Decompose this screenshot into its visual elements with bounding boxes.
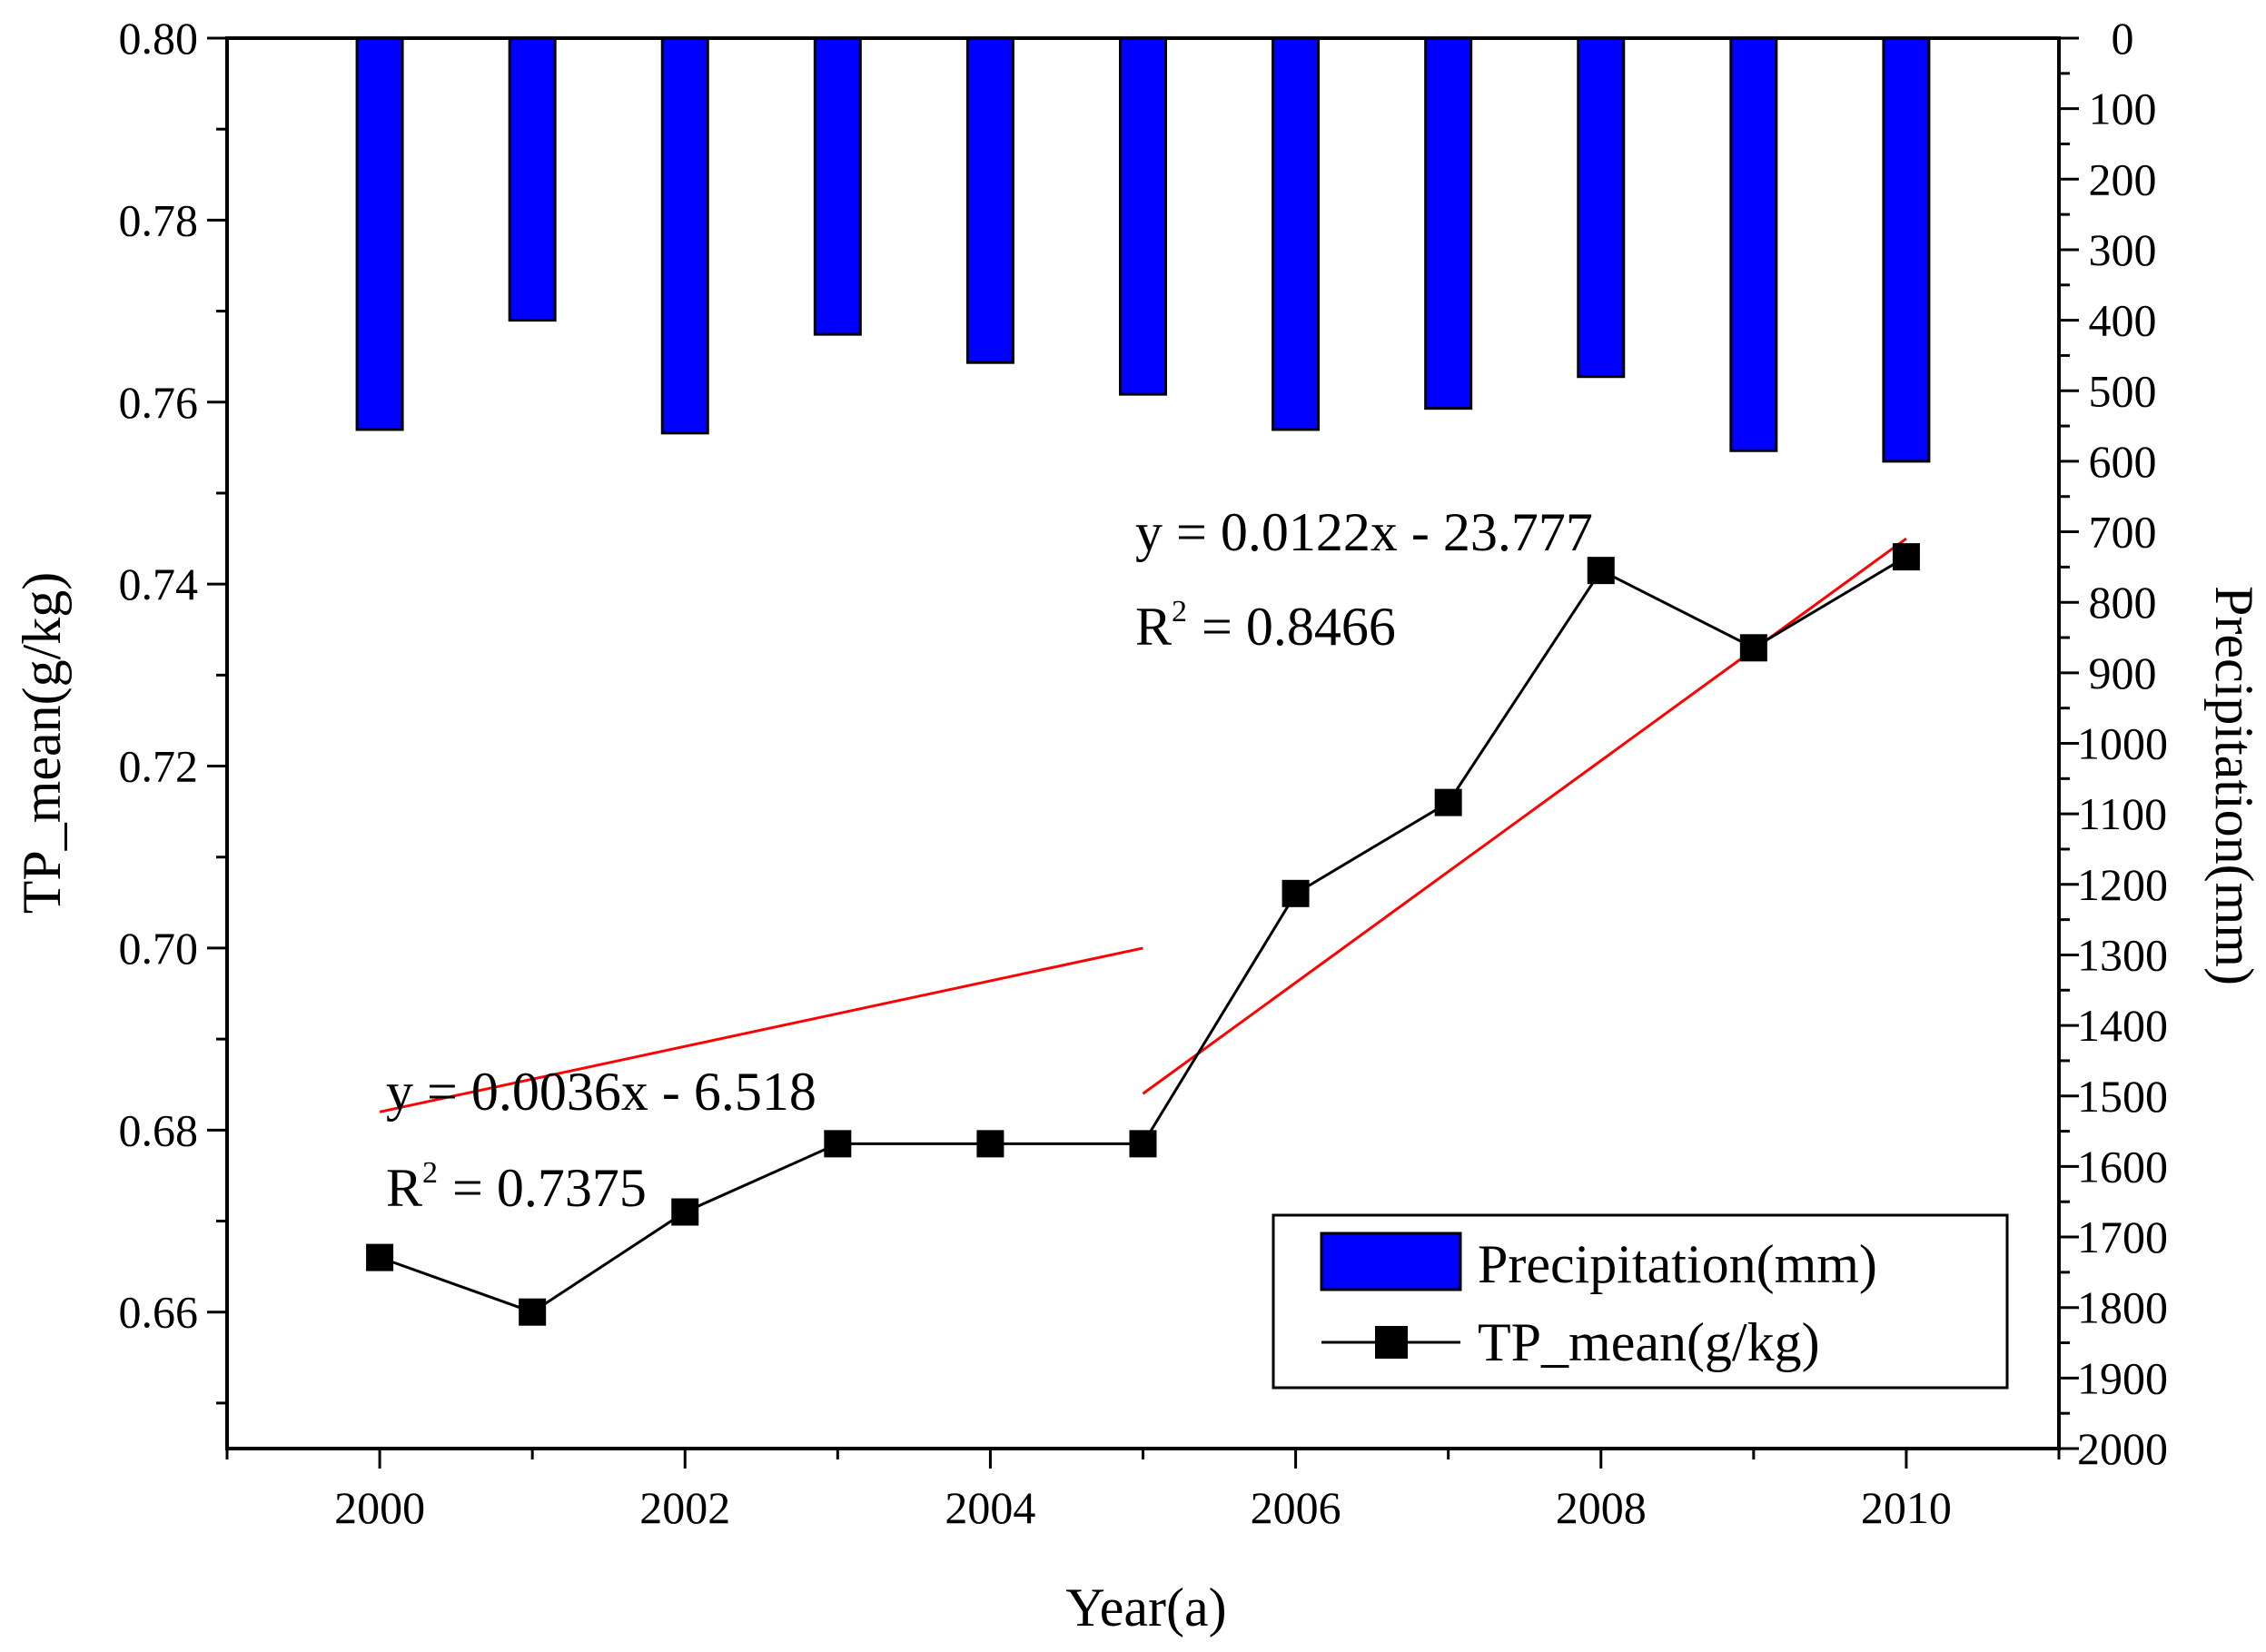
legend-precipitation-label: Precipitation(mm) bbox=[1478, 1234, 1877, 1294]
legend: Precipitation(mm) TP_mean(g/kg) bbox=[1272, 1213, 2009, 1390]
y-right-tick-label-0: 0 bbox=[2112, 13, 2134, 64]
fit-annotation-2: y = 0.0122x - 23.777 R2 = 0.8466 bbox=[1135, 502, 1593, 657]
tp-mean-point-2009 bbox=[1739, 634, 1767, 662]
y-left-tick-label-0.70: 0.70 bbox=[119, 923, 199, 974]
precipitation-bar-2002 bbox=[660, 36, 709, 435]
y-left-tick-label-0.80: 0.80 bbox=[119, 13, 199, 64]
y-right-tick-label-400: 400 bbox=[2089, 295, 2157, 346]
tp-mean-point-2001 bbox=[519, 1298, 547, 1326]
tp-mean-point-2000 bbox=[366, 1243, 394, 1271]
y-right-tick-label-300: 300 bbox=[2089, 224, 2157, 275]
precipitation-bar-2004 bbox=[965, 36, 1014, 364]
fit-r2-2-label: R bbox=[1135, 597, 1172, 657]
trend-line-1 bbox=[379, 946, 1143, 1113]
precipitation-bar-2001 bbox=[508, 36, 557, 322]
y-axis-right-title: Precipitation(mm) bbox=[2204, 586, 2264, 985]
precipitation-bar-2000 bbox=[355, 36, 404, 431]
y-right-tick-label-800: 800 bbox=[2089, 577, 2157, 628]
precipitation-bars bbox=[355, 36, 1931, 463]
y-right-tick-label-700: 700 bbox=[2089, 507, 2157, 558]
y-right-tick-label-200: 200 bbox=[2089, 153, 2157, 204]
y-right-tick-label-1600: 1600 bbox=[2077, 1141, 2168, 1192]
x-tick-label-2002: 2002 bbox=[639, 1482, 730, 1533]
y-right-tick-label-1200: 1200 bbox=[2077, 859, 2168, 910]
y-right-tick-label-900: 900 bbox=[2089, 648, 2157, 698]
y-left-tick-label-0.74: 0.74 bbox=[119, 559, 199, 609]
fit-equation-1: y = 0.0036x - 6.518 bbox=[386, 1062, 816, 1122]
plot-frame bbox=[225, 36, 2061, 1450]
y-right-tick-label-1500: 1500 bbox=[2077, 1071, 2168, 1122]
fit-r2-1-sup: 2 bbox=[422, 1156, 438, 1190]
y-right-tick-label-100: 100 bbox=[2089, 84, 2157, 134]
y-left-tick-label-0.72: 0.72 bbox=[119, 741, 199, 792]
tp-mean-point-2010 bbox=[1892, 543, 1920, 571]
y-axis-left-title: TP_mean(g/kg) bbox=[12, 572, 72, 915]
tp-mean-point-2005 bbox=[1129, 1130, 1157, 1158]
precipitation-bar-2006 bbox=[1272, 36, 1321, 431]
y-left-tick-label-0.66: 0.66 bbox=[119, 1287, 199, 1338]
fit-r2-1-label: R bbox=[386, 1158, 422, 1218]
y-right-tick-label-1800: 1800 bbox=[2077, 1282, 2168, 1333]
y-right-tick-label-1400: 1400 bbox=[2077, 1000, 2168, 1051]
y-left-tick-label-0.78: 0.78 bbox=[119, 194, 199, 245]
fit-equation-2: y = 0.0122x - 23.777 bbox=[1135, 502, 1593, 562]
precipitation-bar-2003 bbox=[813, 36, 862, 336]
tp-mean-point-2003 bbox=[824, 1130, 852, 1158]
y-right-tick-label-2000: 2000 bbox=[2077, 1423, 2168, 1474]
x-axis-title: Year(a) bbox=[1065, 1578, 1226, 1637]
tp-mean-point-2007 bbox=[1434, 788, 1462, 816]
x-tick-label-2000: 2000 bbox=[334, 1482, 425, 1533]
tp-mean-point-2002 bbox=[671, 1198, 699, 1226]
fit-r2-2-value: = 0.8466 bbox=[1202, 597, 1396, 657]
fit-r2-2: R2 = 0.8466 bbox=[1135, 595, 1396, 657]
y-right-tick-label-1100: 1100 bbox=[2078, 788, 2167, 839]
precipitation-bar-2007 bbox=[1424, 36, 1473, 411]
y-left-tick-label-0.68: 0.68 bbox=[119, 1104, 199, 1155]
fit-annotation-1: y = 0.0036x - 6.518 R2 = 0.7375 bbox=[386, 1062, 816, 1218]
precipitation-bar-2005 bbox=[1119, 36, 1167, 396]
x-tick-label-2006: 2006 bbox=[1251, 1482, 1341, 1533]
x-tick-label-2004: 2004 bbox=[945, 1482, 1035, 1533]
legend-tp-label: TP_mean(g/kg) bbox=[1478, 1312, 1820, 1372]
y-right-tick-label-1700: 1700 bbox=[2077, 1212, 2168, 1262]
precipitation-bar-2010 bbox=[1882, 36, 1931, 463]
x-tick-label-2010: 2010 bbox=[1861, 1482, 1952, 1533]
tp-mean-series bbox=[366, 543, 1920, 1326]
y-right-tick-label-600: 600 bbox=[2089, 436, 2157, 487]
tp-mean-point-2006 bbox=[1281, 879, 1310, 907]
legend-precipitation-swatch bbox=[1320, 1232, 1462, 1291]
precipitation-bar-2008 bbox=[1577, 36, 1626, 379]
y-right-tick-label-1900: 1900 bbox=[2077, 1352, 2168, 1403]
x-tick-label-2008: 2008 bbox=[1556, 1482, 1647, 1533]
y-right-tick-label-1300: 1300 bbox=[2077, 929, 2168, 980]
tp-mean-point-2004 bbox=[976, 1130, 1004, 1158]
fit-r2-1: R2 = 0.7375 bbox=[386, 1156, 647, 1218]
tp-mean-point-2008 bbox=[1587, 557, 1615, 585]
y-right-tick-label-1000: 1000 bbox=[2077, 718, 2168, 769]
precipitation-bar-2009 bbox=[1729, 36, 1778, 452]
fit-r2-1-value: = 0.7375 bbox=[452, 1158, 647, 1218]
y-right-tick-label-500: 500 bbox=[2089, 365, 2157, 416]
y-left-tick-label-0.76: 0.76 bbox=[119, 377, 199, 428]
fit-r2-2-sup: 2 bbox=[1172, 595, 1187, 628]
tick-labels: 2000 2002 2004 2006 2008 20100.660.680.700.72… bbox=[119, 13, 2169, 1533]
legend-tp-marker bbox=[1375, 1326, 1408, 1359]
